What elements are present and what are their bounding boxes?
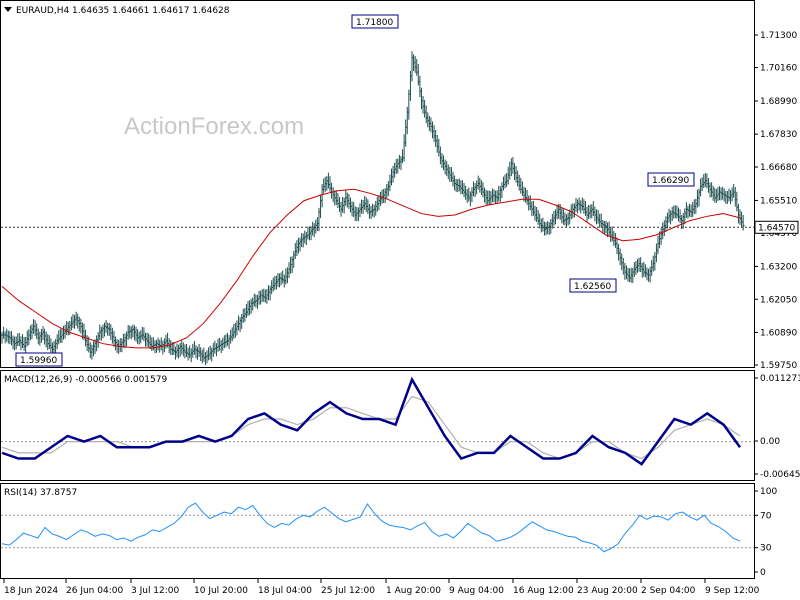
rsi-header: RSI(14) 37.8757	[4, 488, 77, 498]
annotation-box	[647, 172, 695, 187]
moving-average	[1, 188, 741, 349]
price-panel	[0, 0, 755, 368]
time-tick-label: 9 Sep 12:00	[705, 586, 760, 596]
rsi-line	[1, 502, 754, 553]
triangle-down-icon[interactable]	[4, 7, 12, 12]
time-tick-label: 10 Jul 20:00	[194, 586, 248, 596]
annotation-box	[351, 14, 399, 29]
macd-tick-label: 0.011271	[760, 374, 800, 384]
annotation-label: 1.66290	[652, 176, 689, 186]
annotation-label: 1.62560	[574, 282, 611, 292]
rsi-axis: 100 70 30 0	[754, 487, 777, 578]
annotation-label: 1.71800	[356, 18, 393, 28]
price-tick-label: 1.59750	[760, 361, 797, 371]
time-tick-label: 9 Aug 04:00	[449, 586, 504, 596]
price-tick-label: 1.68990	[760, 97, 797, 107]
annotation-box	[15, 352, 63, 367]
time-tick-label: 2 Sep 04:00	[641, 586, 696, 596]
price-annotations: 1.71800 1.66290 1.62560 1.59960	[15, 14, 695, 367]
price-tick-label: 1.62050	[760, 295, 797, 305]
price-tick-label: 1.63200	[760, 262, 797, 272]
current-price-line: 1.64570	[1, 220, 799, 234]
time-tick-label: 23 Aug 20:00	[577, 586, 638, 596]
watermark: ActionForex.com	[124, 113, 304, 140]
rsi-tick-label: 30	[760, 544, 772, 554]
price-tick-label: 1.64370	[760, 229, 797, 239]
price-axis: 1.71300 1.70160 1.68990 1.67830 1.66680 1.655…	[754, 31, 797, 371]
rsi-line	[1, 502, 741, 553]
macd-lines	[1, 376, 754, 466]
macd-signal-line	[1, 395, 741, 460]
price-tick-label: 1.70160	[760, 64, 797, 74]
rsi-tick-label: 70	[760, 511, 772, 521]
current-price-label: 1.64570	[758, 223, 795, 233]
rsi-tick-label: 0	[760, 568, 766, 578]
ma-line	[1, 188, 741, 349]
time-tick-label: 18 Jul 04:00	[258, 586, 312, 596]
time-tick-label: 16 Aug 12:00	[513, 586, 574, 596]
time-axis: 18 Jun 2024 26 Jun 04:00 3 Jul 12:00 10 Jul…	[3, 579, 760, 596]
price-tick-label: 1.67830	[760, 130, 797, 140]
price-tick-label: 1.71300	[760, 31, 797, 41]
time-tick-label: 25 Jul 12:00	[321, 586, 375, 596]
time-tick-label: 18 Jun 2024	[4, 586, 58, 596]
symbol-header: EURAUD,H4 1.64635 1.64661 1.64617 1.6462…	[16, 6, 230, 16]
price-bars	[0, 51, 745, 366]
rsi-tick-label: 100	[760, 487, 777, 497]
current-price-box	[754, 220, 799, 234]
rsi-panel	[0, 483, 755, 579]
annotation-label: 1.59960	[20, 356, 57, 366]
price-tick-label: 1.60890	[760, 328, 797, 338]
macd-main-line	[1, 376, 742, 466]
macd-tick-label: 0.00	[760, 437, 780, 447]
macd-tick-label: -0.006453	[760, 470, 800, 480]
time-tick-label: 1 Aug 20:00	[386, 586, 441, 596]
annotation-box	[569, 278, 617, 293]
price-tick-label: 1.66680	[760, 163, 797, 173]
macd-panel	[0, 370, 755, 481]
price-tick-label: 1.65510	[760, 196, 797, 206]
time-tick-label: 3 Jul 12:00	[131, 586, 180, 596]
macd-axis: 0.011271 0.00 -0.006453	[754, 374, 800, 480]
time-tick-label: 26 Jun 04:00	[66, 586, 123, 596]
macd-header: MACD(12,26,9) -0.000566 0.001579	[4, 375, 167, 385]
